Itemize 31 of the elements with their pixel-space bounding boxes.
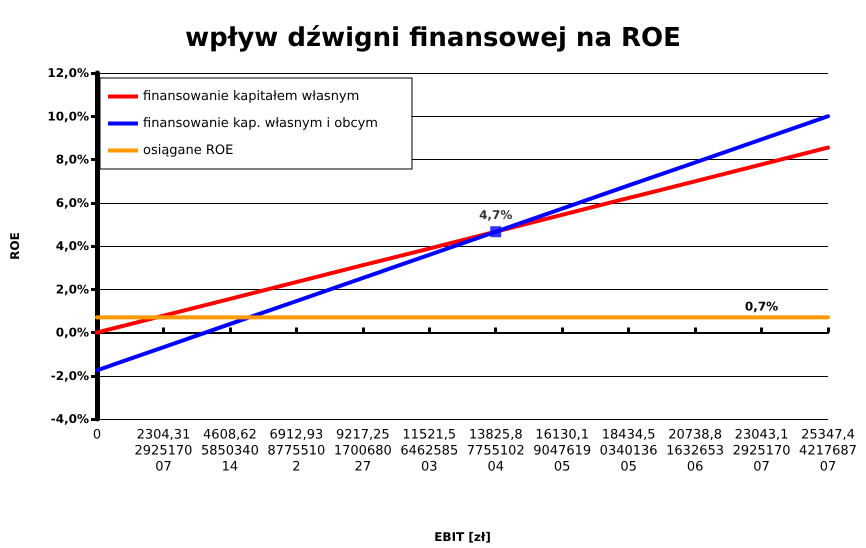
x-tick-label: 18434,5034013605 bbox=[600, 428, 658, 474]
x-tick-label: 23043,1292517007 bbox=[732, 428, 790, 474]
y-tick-label: 10,0% bbox=[47, 109, 89, 124]
y-tick-label: 2,0% bbox=[56, 282, 89, 296]
x-tick-label: 20738,8163265306 bbox=[666, 428, 724, 474]
y-axis-title: ROE bbox=[8, 232, 22, 260]
y-tick-label: 0,0% bbox=[56, 326, 89, 340]
line-series bbox=[95, 146, 830, 334]
x-tick-label: 13825,8775510204 bbox=[466, 428, 525, 474]
y-tick-label: 6,0% bbox=[56, 196, 89, 210]
legend-label: finansowanie kap. własnym i obcym bbox=[143, 116, 378, 131]
x-tick-label: 6912,9387755102 bbox=[267, 428, 326, 474]
chart-title: wpływ dźwigni finansowej na ROE bbox=[185, 23, 681, 53]
x-axis-title: EBIT [zł] bbox=[434, 530, 491, 544]
x-tick-label: 11521,5646258503 bbox=[400, 428, 458, 474]
y-tick-label: 12,0% bbox=[47, 66, 89, 80]
x-tick-label: 0 bbox=[92, 428, 102, 442]
line-series bbox=[95, 114, 830, 372]
y-tick-label: -4,0% bbox=[50, 412, 89, 426]
data-label: 4,7% bbox=[479, 208, 512, 222]
x-tick-label: 25347,4421768707 bbox=[799, 428, 857, 474]
data-label: 0,7% bbox=[744, 299, 778, 314]
y-tick-label: 4,0% bbox=[56, 239, 89, 253]
x-tick-label: 2304,31292517007 bbox=[134, 428, 192, 474]
y-tick-label: -2,0% bbox=[50, 368, 89, 383]
y-tick-label: 8,0% bbox=[56, 152, 89, 166]
x-tick-label: 4608,62585034014 bbox=[200, 428, 259, 474]
legend-label: osiągane ROE bbox=[143, 143, 234, 158]
x-tick-label: 16130,1904761905 bbox=[533, 428, 592, 474]
x-tick-label: 9217,25170068027 bbox=[334, 428, 392, 474]
legend-label: finansowanie kapitałem własnym bbox=[143, 89, 360, 104]
